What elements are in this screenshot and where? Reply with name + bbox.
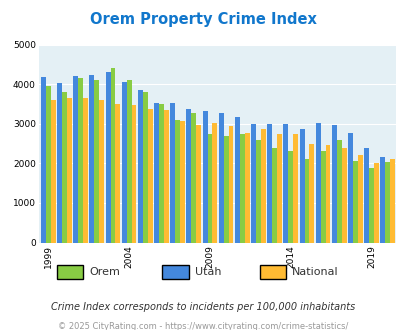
Bar	[276, 134, 281, 243]
Bar	[309, 144, 313, 243]
Text: © 2025 CityRating.com - https://www.cityrating.com/crime-statistics/: © 2025 CityRating.com - https://www.city…	[58, 322, 347, 330]
Bar	[126, 80, 131, 243]
Bar	[266, 124, 271, 243]
Bar	[179, 121, 184, 243]
Bar	[164, 110, 168, 243]
Bar	[67, 98, 72, 243]
Bar	[320, 151, 325, 243]
Bar	[159, 104, 164, 243]
Bar	[251, 124, 256, 243]
Bar	[51, 100, 55, 243]
Bar	[170, 103, 175, 243]
Text: Orem: Orem	[89, 267, 120, 277]
Bar	[122, 82, 126, 243]
Bar	[218, 113, 223, 243]
Bar	[325, 145, 330, 243]
Bar	[304, 159, 309, 243]
Bar	[131, 105, 136, 243]
Bar	[115, 104, 120, 243]
Text: Utah: Utah	[194, 267, 221, 277]
Bar	[341, 148, 346, 243]
Bar	[271, 148, 276, 243]
Bar	[94, 80, 99, 243]
Bar	[46, 86, 51, 243]
Bar	[389, 159, 394, 243]
Bar	[368, 169, 373, 243]
Bar	[143, 92, 147, 243]
Bar	[212, 123, 217, 243]
Bar	[110, 68, 115, 243]
Bar	[288, 151, 292, 243]
Bar	[207, 134, 212, 243]
Bar	[352, 161, 357, 243]
Bar	[223, 136, 228, 243]
Bar	[347, 133, 352, 243]
Bar	[234, 116, 239, 243]
Bar	[186, 109, 191, 243]
Bar	[78, 78, 83, 243]
Bar	[260, 129, 265, 243]
Text: National: National	[292, 267, 338, 277]
Bar	[315, 123, 320, 243]
Bar	[83, 98, 87, 243]
Bar	[73, 76, 78, 243]
Bar	[202, 111, 207, 243]
Bar	[331, 124, 336, 243]
Bar	[357, 155, 362, 243]
Bar	[41, 77, 46, 243]
Bar	[292, 134, 297, 243]
Bar	[256, 140, 260, 243]
Bar	[283, 124, 288, 243]
Bar	[228, 126, 233, 243]
Bar	[57, 83, 62, 243]
Bar	[175, 120, 179, 243]
Bar	[379, 157, 384, 243]
Bar	[196, 125, 200, 243]
Bar	[384, 162, 389, 243]
Text: Orem Property Crime Index: Orem Property Crime Index	[90, 12, 315, 26]
Bar	[89, 75, 94, 243]
Bar	[191, 114, 196, 243]
Bar	[105, 72, 110, 243]
Bar	[138, 90, 143, 243]
Bar	[99, 100, 104, 243]
Bar	[336, 140, 341, 243]
Text: Crime Index corresponds to incidents per 100,000 inhabitants: Crime Index corresponds to incidents per…	[51, 302, 354, 312]
Bar	[239, 134, 244, 243]
Bar	[154, 103, 159, 243]
Bar	[299, 128, 304, 243]
Bar	[244, 133, 249, 243]
Bar	[147, 109, 152, 243]
Bar	[363, 148, 368, 243]
Bar	[62, 92, 67, 243]
Bar	[373, 163, 378, 243]
